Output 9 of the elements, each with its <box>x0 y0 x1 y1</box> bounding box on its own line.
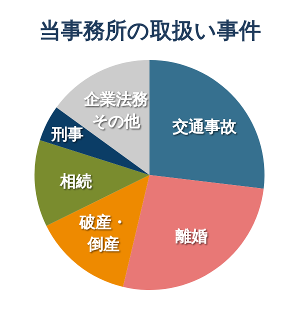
slice-label: 離婚 <box>174 226 208 246</box>
slice-label: 刑事 <box>50 124 84 144</box>
chart-title: 当事務所の取扱い事件 <box>39 18 261 44</box>
pie-slice <box>150 60 264 189</box>
slice-label: 破産・倒産 <box>78 212 128 254</box>
slice-label: 企業法務その他 <box>83 89 150 130</box>
slice-label: 交通事故 <box>172 117 238 136</box>
pie-slice <box>123 175 264 290</box>
slice-label: 相続 <box>59 172 92 191</box>
